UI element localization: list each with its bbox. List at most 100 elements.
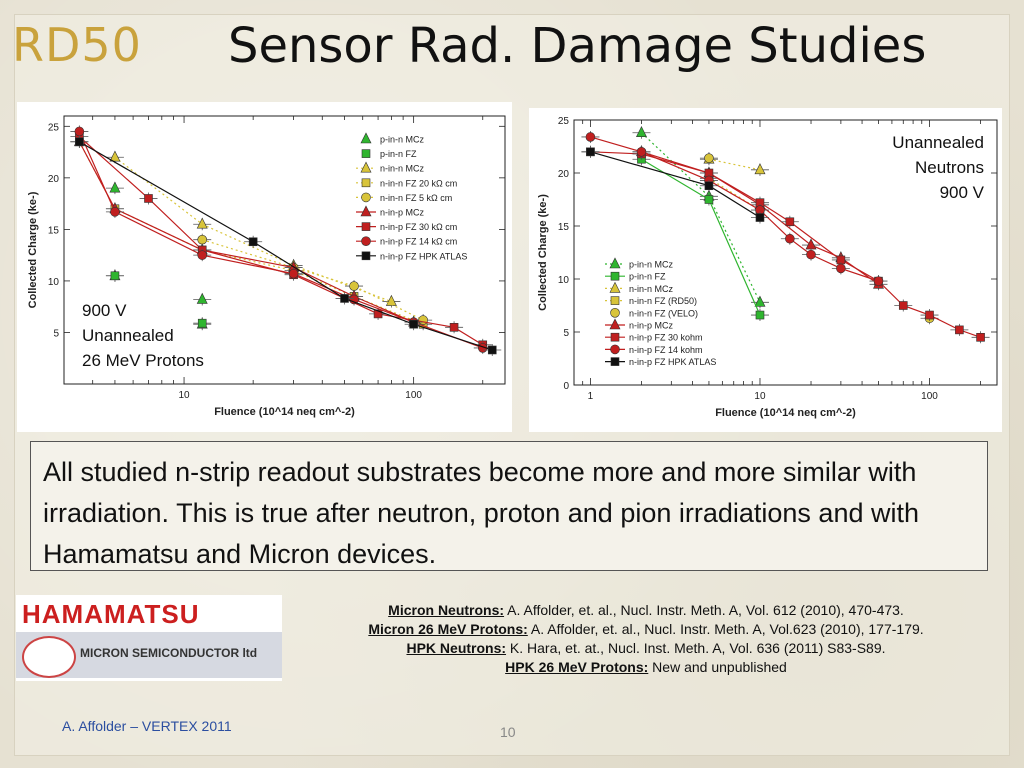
references: Micron Neutrons: A. Affolder, et. al., N… [296,601,996,677]
data-point [704,181,714,191]
legend-marker [361,178,371,188]
neutron-chart: 1 10 100 0 5 10 15 20 25 Fluence (10^14 neq cm^-2… [537,116,998,419]
legend-label: p-in-n FZ [380,149,417,159]
reference-label: HPK Neutrons: [406,640,507,656]
chart-annotation: Neutrons [915,158,984,177]
reference-line: Micron Neutrons: A. Affolder, et. al., N… [296,601,996,620]
y-axis-label: Collected Charge (ke-) [537,194,549,311]
reference-line: Micron 26 MeV Protons: A. Affolder, et. … [296,620,996,639]
legend-marker [360,132,372,144]
chart-annotation: 900 V [940,183,985,202]
series-line [641,132,761,303]
data-point [418,315,428,325]
y-tick-label: 25 [558,116,570,127]
data-point [955,325,964,335]
data-point [636,146,647,157]
legend-marker [610,296,620,305]
legend-label: n-in-n MCz [629,284,674,294]
legend-label: p-in-n MCz [629,260,674,270]
proton-chart: 10 100 5 10 15 20 25 Fluence (10^14 neq cm^-2) C… [27,115,506,418]
legend-label: n-in-p MCz [629,321,674,331]
legend-label: n-in-p FZ HPK ATLAS [380,251,467,261]
data-point [976,333,985,342]
data-point [585,132,596,142]
data-point [635,126,647,138]
footer-author: A. Affolder – VERTEX 2011 [62,718,232,734]
y-tick-label: 15 [558,222,570,233]
y-tick-label: 5 [53,328,59,339]
legend-marker [361,192,371,203]
rd50-logo: RD50 [12,18,142,72]
y-tick-label: 20 [48,174,60,185]
data-point [754,163,766,175]
x-axis-label: Fluence (10^14 neq cm^-2) [214,406,355,418]
data-point [704,153,714,163]
data-point [109,150,121,162]
x-axis-label: Fluence (10^14 neq cm^-2) [715,407,856,419]
x-tick-label: 1 [588,391,594,402]
data-point [409,319,418,329]
legend-marker [361,149,371,158]
data-point [755,213,765,222]
data-point [197,318,207,328]
data-point [836,263,846,274]
data-point [785,217,795,227]
data-point [898,301,908,310]
y-axis-label: Collected Charge (ke-) [27,191,39,308]
legend-label: n-in-p FZ 14 kohm [629,345,703,355]
legend-label: n-in-n FZ 20 kΩ cm [380,178,457,188]
reference-text: K. Hara, et. at., Nucl. Inst. Meth. A, V… [506,640,886,656]
legend-label: n-in-p FZ HPK ATLAS [629,357,716,367]
data-point [925,310,934,320]
data-point [340,294,349,303]
x-tick-label: 10 [754,391,766,402]
reference-label: Micron Neutrons: [388,602,505,618]
chart-annotation: 26 MeV Protons [82,351,204,370]
y-tick-label: 5 [563,328,569,339]
legend-marker [609,257,621,269]
data-point [109,181,121,193]
data-point [75,137,84,147]
proton-chart-panel: 10 100 5 10 15 20 25 Fluence (10^14 neq cm^-2) C… [17,102,512,432]
series-line [78,141,424,325]
legend-marker [610,344,620,355]
data-point [144,194,153,203]
data-point [754,295,766,307]
summary-text-box: All studied n-strip readout substrates b… [30,441,988,571]
legend-label: p-in-n FZ [629,272,666,282]
data-point [110,271,120,281]
legend-label: n-in-p FZ 30 kΩ cm [380,222,457,232]
legend-marker [360,205,372,217]
legend-label: n-in-p FZ 14 kΩ cm [380,237,457,247]
reference-text: New and unpublished [648,659,787,675]
chart-annotation: 900 V [82,301,127,320]
legend-marker [610,308,620,318]
legend-marker [361,236,371,246]
data-point [487,345,497,355]
data-point [385,294,397,306]
reference-text: A. Affolder, et. al., Nucl. Instr. Meth.… [527,621,924,637]
legend-label: p-in-n MCz [380,135,425,145]
micron-seal-icon [22,636,76,678]
slide-title: Sensor Rad. Damage Studies [228,18,927,74]
hamamatsu-logo: HAMAMATSU [22,599,200,629]
data-point [288,268,299,279]
reference-label: Micron 26 MeV Protons: [368,621,528,637]
legend-label: n-in-n MCz [380,164,425,174]
data-point [785,233,795,244]
data-point [248,237,258,247]
legend-marker [609,281,621,293]
y-tick-label: 0 [563,381,569,392]
reference-label: HPK 26 MeV Protons: [505,659,649,675]
plot-frame [573,119,998,386]
data-point [449,323,459,332]
data-point [196,217,208,229]
legend-label: n-in-p FZ 30 kohm [629,333,703,343]
series-line [590,151,761,219]
data-point [197,250,208,260]
data-point [349,281,359,291]
series-line [114,156,392,303]
data-point [197,234,208,245]
x-tick-label: 10 [178,390,190,401]
legend-label: n-in-n FZ (VELO) [629,308,698,318]
